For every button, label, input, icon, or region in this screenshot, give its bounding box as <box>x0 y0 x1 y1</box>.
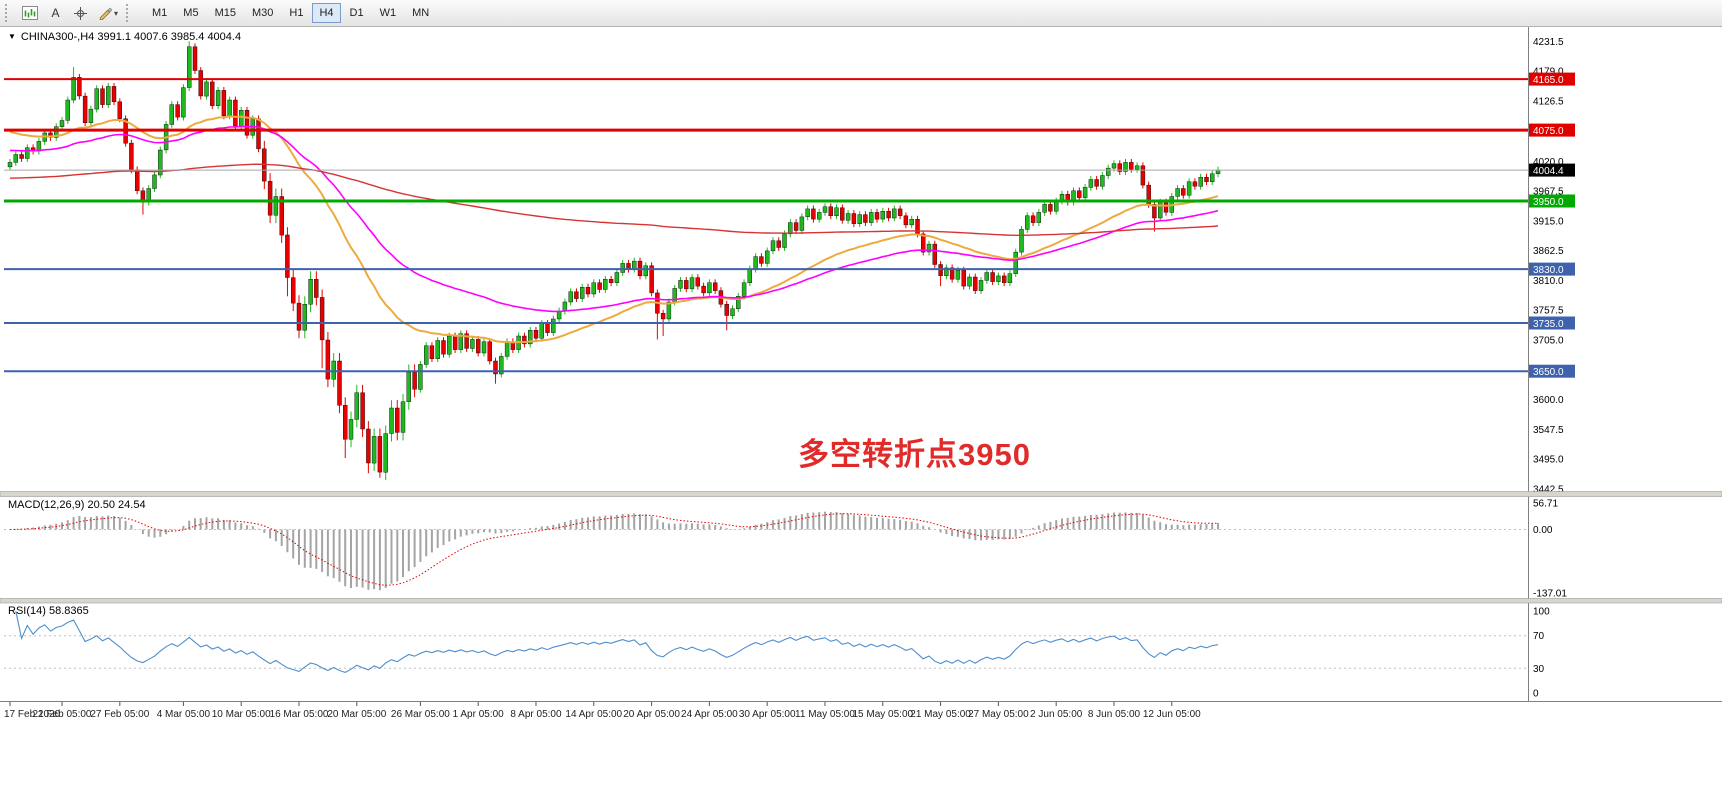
rsi-indicator-label: RSI(14) 58.8365 <box>8 605 89 617</box>
macd-scale-label: -137.01 <box>1533 589 1567 600</box>
slow-ma-line <box>9 163 1219 237</box>
svg-text:4020.0: 4020.0 <box>1533 157 1564 168</box>
timeframe-w1[interactable]: W1 <box>373 3 404 23</box>
svg-text:3735.0: 3735.0 <box>1533 319 1564 330</box>
svg-text:4165.0: 4165.0 <box>1533 75 1564 86</box>
svg-text:2 Jun 05:00: 2 Jun 05:00 <box>1030 709 1083 720</box>
new-chart-icon[interactable] <box>18 3 42 24</box>
timeframe-h1[interactable]: H1 <box>282 3 310 23</box>
svg-text:8 Jun 05:00: 8 Jun 05:00 <box>1088 709 1141 720</box>
svg-text:27 May 05:00: 27 May 05:00 <box>968 709 1029 720</box>
svg-text:20 Mar 05:00: 20 Mar 05:00 <box>327 709 386 720</box>
svg-text:4179.0: 4179.0 <box>1533 67 1564 78</box>
timeframe-mn[interactable]: MN <box>405 3 436 23</box>
svg-text:4004.4: 4004.4 <box>1533 166 1564 177</box>
price-scale-ticks: 4231.5 4179.0 4126.5 4020.0 3967.5 3915.0 3862… <box>1533 37 1564 496</box>
macd-signal-line <box>9 513 1218 586</box>
svg-text:3650.0: 3650.0 <box>1533 367 1564 378</box>
text-tool-label: A <box>51 6 60 20</box>
candles-layer <box>7 41 1221 481</box>
svg-text:12 Jun 05:00: 12 Jun 05:00 <box>1143 709 1201 720</box>
svg-text:3547.5: 3547.5 <box>1533 425 1564 436</box>
pencil-icon <box>99 7 112 20</box>
panel-divider-rsi[interactable] <box>0 598 1722 604</box>
price-badge-4075.0: 4075.0 <box>1529 123 1575 137</box>
toolbar-grip[interactable] <box>5 4 12 22</box>
timeframe-h4[interactable]: H4 <box>312 3 341 23</box>
svg-text:16 Mar 05:00: 16 Mar 05:00 <box>270 709 329 720</box>
macd-indicator-label: MACD(12,26,9) 20.50 24.54 <box>8 499 146 511</box>
symbol-info: ▼ CHINA300-,H4 3991.1 4007.6 3985.4 4004.… <box>8 31 241 43</box>
svg-text:3757.5: 3757.5 <box>1533 306 1564 317</box>
panel-divider-macd[interactable] <box>0 491 1722 497</box>
svg-text:3915.0: 3915.0 <box>1533 216 1564 227</box>
svg-text:3830.0: 3830.0 <box>1533 265 1564 276</box>
svg-text:11 May 05:00: 11 May 05:00 <box>795 709 855 720</box>
toolbar-grip[interactable] <box>126 4 133 22</box>
svg-text:1 Apr 05:00: 1 Apr 05:00 <box>453 709 505 720</box>
chart-annotation-text: 多空转折点3950 <box>798 437 1031 472</box>
macd-scale-label: 56.71 <box>1533 499 1558 510</box>
svg-text:3967.5: 3967.5 <box>1533 187 1564 198</box>
timeframe-d1[interactable]: D1 <box>343 3 371 23</box>
rsi-scale-label: 70 <box>1533 631 1545 642</box>
price-badge-4004.4: 4004.4 <box>1529 163 1575 177</box>
svg-text:4 Mar 05:00: 4 Mar 05:00 <box>157 709 211 720</box>
svg-text:3600.0: 3600.0 <box>1533 395 1564 406</box>
svg-text:17 Feb 2020: 17 Feb 2020 <box>4 709 61 720</box>
svg-text:15 May 05:00: 15 May 05:00 <box>852 709 913 720</box>
svg-text:21 Feb 05:00: 21 Feb 05:00 <box>33 709 92 720</box>
svg-text:20 Apr 05:00: 20 Apr 05:00 <box>623 709 680 720</box>
rsi-scale-label: 100 <box>1533 607 1550 618</box>
macd-histogram <box>14 511 1219 591</box>
toolbar: A ▾ M1 M5 M15 M30 H1 H4 D1 W1 MN <box>0 0 1722 27</box>
svg-text:27 Feb 05:00: 27 Feb 05:00 <box>90 709 149 720</box>
svg-text:10 Mar 05:00: 10 Mar 05:00 <box>212 709 271 720</box>
svg-text:3442.5: 3442.5 <box>1533 484 1564 495</box>
text-tool-button[interactable]: A <box>44 3 67 24</box>
svg-text:26 Mar 05:00: 26 Mar 05:00 <box>391 709 450 720</box>
svg-text:4126.5: 4126.5 <box>1533 96 1564 107</box>
svg-text:3810.0: 3810.0 <box>1533 276 1564 287</box>
timeframe-m15[interactable]: M15 <box>208 3 243 23</box>
timeframe-m30[interactable]: M30 <box>245 3 280 23</box>
price-badge-3650.0: 3650.0 <box>1529 364 1575 378</box>
price-badge-3830.0: 3830.0 <box>1529 262 1575 276</box>
svg-text:3495.0: 3495.0 <box>1533 455 1564 466</box>
price-badge-3950.0: 3950.0 <box>1529 194 1575 208</box>
symbol-ohlc-text: CHINA300-,H4 3991.1 4007.6 3985.4 4004.4 <box>20 31 242 43</box>
draw-tools-button[interactable]: ▾ <box>94 3 122 24</box>
svg-text:4075.0: 4075.0 <box>1533 126 1564 137</box>
svg-text:3705.0: 3705.0 <box>1533 336 1564 347</box>
rsi-scale-label: 0 <box>1533 688 1539 699</box>
svg-text:14 Apr 05:00: 14 Apr 05:00 <box>565 709 622 720</box>
price-badge-3735.0: 3735.0 <box>1529 316 1575 330</box>
timeframe-m1[interactable]: M1 <box>145 3 174 23</box>
rsi-scale-label: 30 <box>1533 664 1545 675</box>
dropdown-caret-icon: ▾ <box>114 8 119 18</box>
svg-text:3950.0: 3950.0 <box>1533 197 1564 208</box>
timeframe-m5[interactable]: M5 <box>176 3 205 23</box>
rsi-line <box>15 611 1219 673</box>
svg-text:4231.5: 4231.5 <box>1533 37 1564 48</box>
timeframe-toolbar: M1 M5 M15 M30 H1 H4 D1 W1 MN <box>144 3 437 23</box>
svg-text:3862.5: 3862.5 <box>1533 246 1564 257</box>
crosshair-icon[interactable] <box>69 3 92 24</box>
macd-scale-label: 0.00 <box>1533 525 1553 536</box>
price-badge-4165.0: 4165.0 <box>1529 72 1575 86</box>
svg-text:8 Apr 05:00: 8 Apr 05:00 <box>510 709 562 720</box>
fast-ma-line <box>9 115 1219 344</box>
svg-text:30 Apr 05:00: 30 Apr 05:00 <box>739 709 796 720</box>
svg-text:24 Apr 05:00: 24 Apr 05:00 <box>681 709 738 720</box>
symbol-dropdown-icon[interactable]: ▼ <box>8 32 16 41</box>
svg-text:21 May 05:00: 21 May 05:00 <box>910 709 971 720</box>
